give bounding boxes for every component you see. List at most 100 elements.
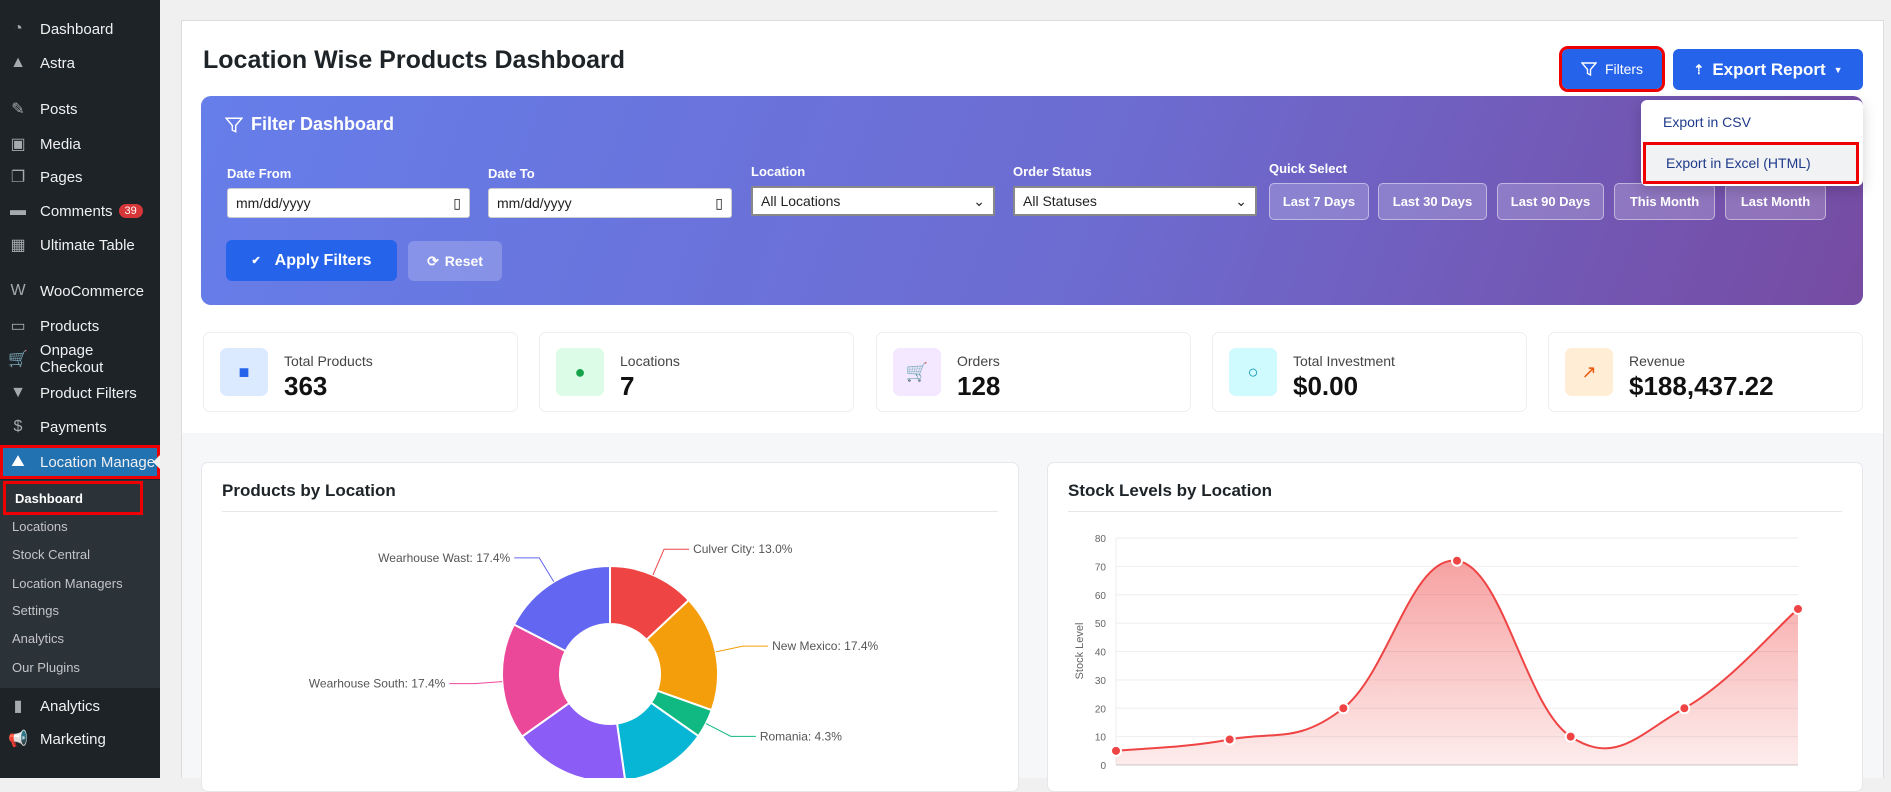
sidebar-item-label: Marketing: [40, 730, 106, 748]
submenu-item-settings[interactable]: Settings: [12, 603, 59, 618]
chevron-down-icon: ⌄: [973, 192, 985, 209]
order-status-label: Order Status: [1013, 164, 1092, 179]
apply-filters-button[interactable]: ✔ Apply Filters: [226, 240, 397, 281]
sidebar-item-label: Posts: [40, 100, 78, 118]
sidebar-item-comments[interactable]: ▬ Comments 39: [0, 194, 160, 228]
sidebar-item-label: Pages: [40, 168, 83, 186]
dollar-icon: $: [13, 418, 23, 435]
map-icon: ⛰: [11, 453, 25, 470]
date-to-placeholder: mm/dd/yyyy: [497, 195, 572, 211]
upload-icon: ⇡: [1693, 61, 1705, 77]
map-pin-icon: ●: [556, 348, 604, 396]
comment-count-badge: 39: [118, 204, 143, 218]
sidebar-item-label: Comments: [40, 202, 113, 220]
check-icon: ✔: [251, 255, 261, 267]
sidebar-item-pages[interactable]: ❐ Pages: [0, 160, 160, 194]
sidebar-item-ultimate-table[interactable]: ▦ Ultimate Table: [0, 228, 160, 262]
sidebar-item-label: Payments: [40, 418, 107, 436]
quick-select-last-7-days[interactable]: Last 7 Days: [1269, 183, 1369, 220]
sidebar-item-media[interactable]: ▣ Media: [0, 127, 160, 161]
location-value: All Locations: [761, 193, 841, 209]
order-status-select[interactable]: All Statuses ⌄: [1013, 186, 1257, 216]
divider: [222, 511, 998, 512]
quick-select-last-30-days[interactable]: Last 30 Days: [1378, 183, 1487, 220]
location-select[interactable]: All Locations ⌄: [751, 186, 995, 216]
export-excel-item[interactable]: Export in Excel (HTML): [1643, 142, 1859, 184]
filter-icon: ▼: [10, 384, 26, 401]
comment-icon: ▬: [10, 202, 26, 219]
submenu-item-stock-central[interactable]: Stock Central: [12, 547, 91, 562]
sidebar-item-location-manage[interactable]: ⛰ Location Manage: [0, 445, 160, 479]
products-by-location-card: Products by Location: [201, 462, 1019, 792]
circle-icon: ○: [1229, 348, 1277, 396]
pin-icon: ✎: [11, 101, 25, 118]
sidebar-item-label: Onpage Checkout: [39, 342, 104, 376]
megaphone-icon: 📢: [8, 731, 28, 748]
sidebar-item-onpage-checkout[interactable]: 🛒 Onpage Checkout: [0, 342, 160, 376]
submenu-item-location-managers[interactable]: Location Managers: [12, 576, 123, 591]
sidebar-item-product-filters[interactable]: ▼ Product Filters: [0, 376, 160, 410]
chart-title: Products by Location: [222, 481, 396, 500]
bar-chart-icon: ▮: [13, 698, 23, 715]
sidebar-item-label: Location Manage: [40, 453, 156, 471]
order-status-value: All Statuses: [1023, 193, 1097, 209]
cart-icon: 🛒: [8, 351, 28, 368]
quick-select-last-90-days[interactable]: Last 90 Days: [1497, 183, 1604, 220]
stat-value: $188,437.22: [1629, 371, 1774, 401]
sidebar-item-label: WooCommerce: [40, 282, 144, 300]
divider: [1068, 511, 1842, 512]
reset-label: Reset: [444, 253, 483, 269]
stat-label: Locations: [620, 353, 680, 369]
submenu-item-dashboard[interactable]: Dashboard: [3, 481, 143, 515]
sidebar-item-payments[interactable]: $ Payments: [0, 410, 160, 444]
date-to-input[interactable]: mm/dd/yyyy ▯: [488, 188, 732, 218]
cart-icon: 🛒: [893, 348, 941, 396]
export-dropdown-menu: Export in CSV Export in Excel (HTML): [1641, 100, 1863, 186]
export-csv-item[interactable]: Export in CSV: [1663, 114, 1751, 130]
filters-label: Filters: [1604, 61, 1644, 77]
quick-select-label: Quick Select: [1269, 161, 1348, 176]
date-from-placeholder: mm/dd/yyyy: [236, 195, 311, 211]
reset-button[interactable]: ⟳ Reset: [408, 241, 502, 281]
sidebar-item-analytics[interactable]: ▮ Analytics: [0, 689, 160, 723]
sidebar-item-posts[interactable]: ✎ Posts: [0, 92, 160, 126]
sidebar-item-woocommerce[interactable]: W WooCommerce: [0, 274, 160, 308]
sidebar-item-label: Product Filters: [40, 384, 137, 402]
gauge-icon: ◔: [13, 20, 23, 37]
submenu-item-our-plugins[interactable]: Our Plugins: [12, 660, 80, 675]
quick-select-last-month[interactable]: Last Month: [1725, 183, 1826, 220]
media-icon: ▣: [10, 136, 26, 153]
calendar-icon: ▯: [453, 194, 461, 211]
sidebar-item-marketing[interactable]: 📢 Marketing: [0, 722, 160, 756]
archive-icon: ▭: [10, 318, 26, 335]
calendar-icon: ▯: [715, 194, 723, 211]
stat-card-total-investment: ○ Total Investment $0.00: [1212, 332, 1527, 412]
quick-select-this-month[interactable]: This Month: [1614, 183, 1715, 220]
chart-title: Stock Levels by Location: [1068, 481, 1273, 500]
filters-button[interactable]: Filters: [1559, 46, 1665, 92]
sidebar-item-products[interactable]: ▭ Products: [0, 309, 160, 343]
stat-card-total-products: ■ Total Products 363: [203, 332, 518, 412]
stat-value: 128: [957, 371, 1001, 401]
filter-icon: [225, 117, 243, 133]
sidebar-item-label: Products: [40, 317, 100, 335]
date-to-label: Date To: [488, 166, 535, 181]
export-label: Export Report: [1712, 59, 1826, 79]
stat-card-revenue: ↗ Revenue $188,437.22: [1548, 332, 1863, 412]
line-chart-icon: ↗: [1565, 348, 1613, 396]
sidebar-item-label: Analytics: [40, 697, 101, 715]
apply-filters-label: Apply Filters: [274, 251, 372, 269]
stat-value: $0.00: [1293, 371, 1359, 401]
sidebar-item-astra[interactable]: ▲ Astra: [0, 46, 160, 80]
date-from-label: Date From: [227, 166, 292, 181]
submenu-item-locations[interactable]: Locations: [12, 519, 68, 534]
export-report-button[interactable]: ⇡ Export Report ▼: [1673, 49, 1863, 90]
location-label: Location: [751, 164, 806, 179]
stat-card-orders: 🛒 Orders 128: [876, 332, 1191, 412]
submenu-item-analytics[interactable]: Analytics: [12, 631, 65, 646]
date-from-input[interactable]: mm/dd/yyyy ▯: [227, 188, 470, 218]
stock-levels-card: Stock Levels by Location: [1047, 462, 1863, 792]
box-icon: ■: [220, 348, 268, 396]
filter-panel-title: Filter Dashboard: [251, 114, 395, 134]
sidebar-item-dashboard[interactable]: ◔ Dashboard: [0, 12, 160, 46]
